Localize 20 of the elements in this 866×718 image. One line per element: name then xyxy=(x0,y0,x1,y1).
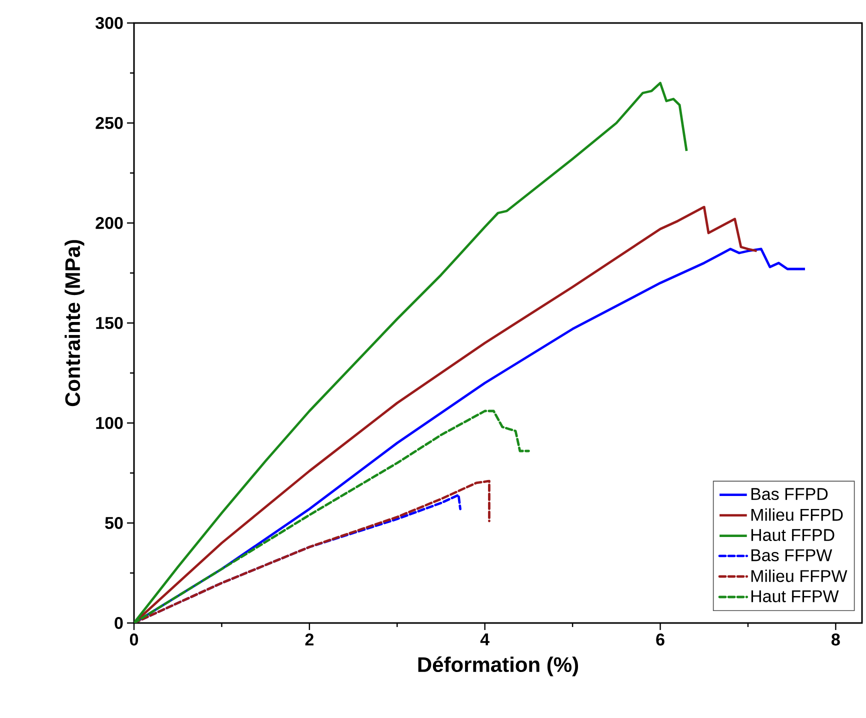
x-tick-label: 8 xyxy=(832,634,840,646)
y-tick-label: 150 xyxy=(96,316,123,330)
y-tick-label: 50 xyxy=(105,516,123,530)
legend-label: Bas FFPD xyxy=(751,488,828,500)
x-axis-title: Déformation (%) xyxy=(418,656,578,676)
y-axis-title: Contrainte (MPa) xyxy=(64,240,84,406)
legend-label: Milieu FFPD xyxy=(751,508,843,521)
x-tick-label: 0 xyxy=(130,634,138,646)
y-tick-label: 0 xyxy=(114,616,123,630)
legend-label: Haut FFPW xyxy=(751,590,839,602)
y-tick-label: 100 xyxy=(96,416,123,430)
x-tick-label: 6 xyxy=(656,634,664,646)
y-tick-label: 200 xyxy=(96,216,123,230)
x-tick-label: 2 xyxy=(305,634,314,646)
y-tick-label: 300 xyxy=(96,16,123,30)
legend-label: Bas FFPW xyxy=(751,549,832,562)
y-tick-label: 250 xyxy=(96,116,123,130)
legend-label: Milieu FFPW xyxy=(751,570,848,582)
x-tick-label: 4 xyxy=(480,634,490,646)
legend-label: Haut FFPD xyxy=(751,529,834,542)
